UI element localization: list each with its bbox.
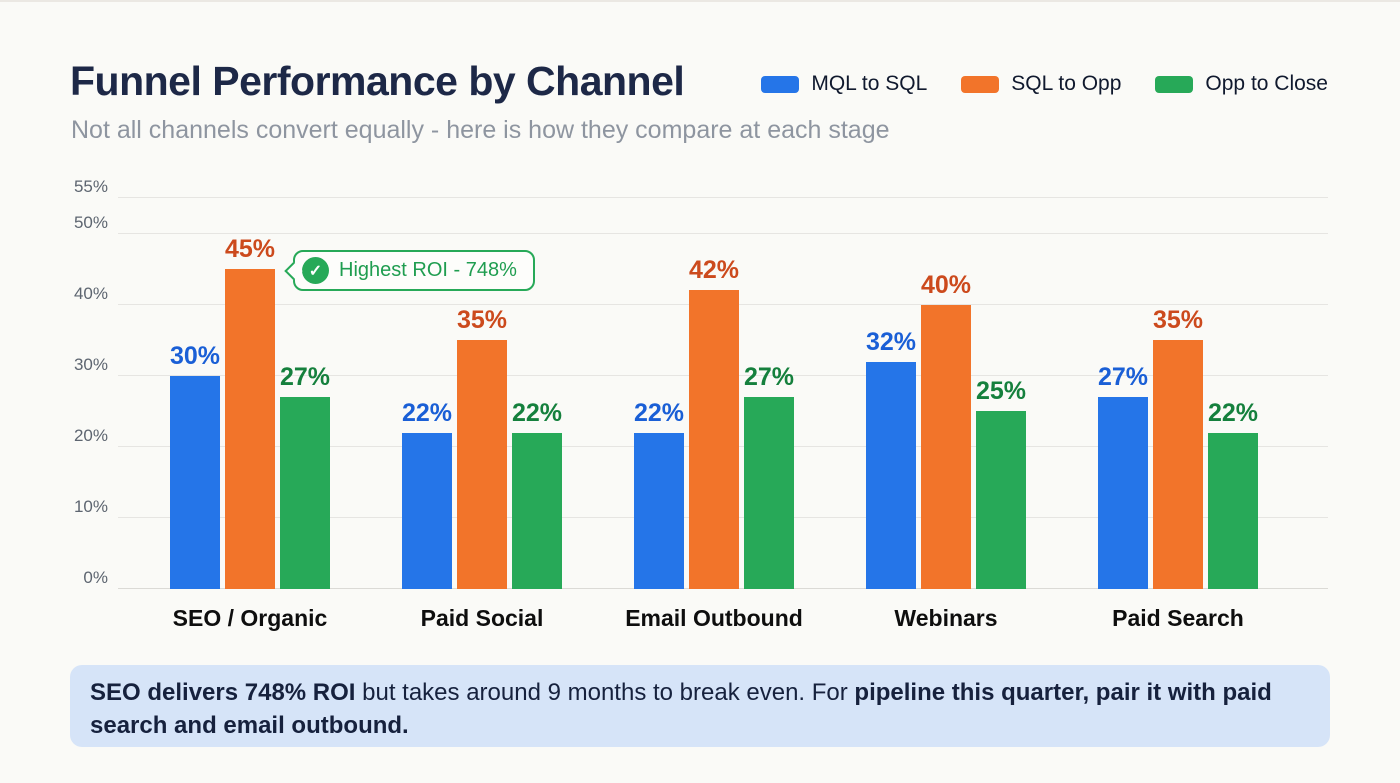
bar	[170, 375, 220, 589]
bar	[865, 361, 916, 589]
bar-wrap: 25%	[976, 198, 1026, 589]
bar-value-label: 22%	[1207, 398, 1259, 427]
y-tick-label: 40%	[73, 283, 108, 303]
bar-wrap: 22%	[402, 198, 452, 589]
legend-swatch-icon	[761, 75, 800, 93]
bar	[1097, 397, 1148, 589]
legend-item: MQL to SQL	[761, 72, 927, 96]
x-axis-category-label: Paid Search	[1112, 605, 1244, 631]
bar	[280, 397, 330, 589]
bar-wrap: 27%	[744, 198, 794, 589]
annotation-bubble: ✓ Highest ROI - 748%	[284, 250, 535, 291]
bar-wrap: 32%	[866, 198, 916, 589]
footer-note-segment: SEO delivers 748% ROI	[90, 679, 356, 706]
page-subtitle: Not all channels convert equally - here …	[71, 116, 890, 144]
legend-swatch-icon	[1155, 75, 1194, 93]
check-circle-icon: ✓	[302, 257, 329, 284]
bar-value-label: 32%	[865, 327, 917, 356]
bar	[512, 432, 562, 589]
plot-area: 30% 45% 27% SEO / Organic 22% 35% 22% Paid Soci…	[118, 197, 1328, 631]
bar-value-label: 42%	[688, 256, 740, 285]
legend-item: SQL to Opp	[961, 72, 1121, 96]
bar-group: 32% 40% 25% Webinars	[866, 198, 1026, 631]
x-axis-category-label: Webinars	[894, 605, 998, 631]
bar-group: 30% 45% 27% SEO / Organic	[170, 198, 330, 631]
legend-label: SQL to Opp	[1011, 72, 1122, 95]
bar	[457, 340, 507, 589]
bar	[402, 432, 452, 589]
bar-value-label: 22%	[633, 398, 685, 427]
y-tick-label: 55%	[73, 177, 108, 196]
y-axis-labels: 0% 10% 20% 30% 40% 50% 55%	[40, 177, 108, 589]
bar-value-label: 27%	[279, 363, 331, 392]
bar-group: 27% 35% 22% Paid Search	[1098, 198, 1258, 631]
bar-wrap: 35%	[1153, 198, 1203, 589]
bar-group: 22% 42% 27% Email Outbound	[625, 198, 803, 631]
legend-item: Opp to Close	[1155, 72, 1328, 96]
bar	[634, 432, 684, 589]
legend-label: Opp to Close	[1205, 72, 1328, 95]
bar	[1152, 340, 1203, 589]
legend: MQL to SQL SQL to Opp Opp to Close	[761, 72, 1328, 96]
bar-value-label: 22%	[511, 398, 563, 427]
bar-wrap: 42%	[689, 198, 739, 589]
y-tick-label: 10%	[73, 496, 108, 516]
bar-wrap: 27%	[280, 198, 330, 589]
legend-swatch-icon	[961, 75, 1000, 93]
bar-wrap: 22%	[1208, 198, 1258, 589]
bar	[975, 411, 1026, 589]
y-tick-label: 0%	[83, 568, 108, 587]
bar-wrap: 27%	[1098, 198, 1148, 589]
bar	[225, 269, 275, 589]
bar	[920, 304, 971, 589]
footer-note-segment: but takes around 9 months to break even.…	[355, 679, 855, 706]
gridline	[118, 232, 1328, 234]
x-axis-category-label: Email Outbound	[625, 605, 803, 631]
bar	[689, 290, 739, 589]
bar-value-label: 27%	[743, 363, 795, 392]
page-title: Funnel Performance by Channel	[70, 58, 685, 104]
bar-wrap: 35%	[457, 198, 507, 589]
bar-wrap: 30%	[170, 198, 220, 589]
x-axis-category-label: SEO / Organic	[172, 605, 328, 631]
bar-wrap: 40%	[921, 198, 971, 589]
legend-label: MQL to SQL	[811, 72, 928, 95]
gridline	[118, 197, 1328, 198]
footer-note-segment: pipeline this quarter, pair it with paid…	[90, 679, 1272, 739]
x-axis-category-label: Paid Social	[420, 605, 544, 631]
bar	[744, 397, 794, 589]
y-tick-label: 20%	[73, 425, 108, 445]
bar-value-label: 45%	[224, 235, 276, 264]
bar-group: 22% 35% 22% Paid Social	[402, 198, 562, 631]
bar-wrap: 22%	[512, 198, 562, 589]
bar	[1207, 432, 1258, 589]
bar-wrap: 22%	[634, 198, 684, 589]
bar-value-label: 40%	[920, 270, 972, 299]
bar-value-label: 22%	[401, 398, 453, 427]
bar-wrap: 45%	[225, 198, 275, 589]
y-tick-label: 50%	[73, 212, 108, 232]
footer-note: SEO delivers 748% ROI but takes around 9…	[70, 665, 1330, 747]
bar-value-label: 25%	[975, 377, 1027, 406]
bar-value-label: 27%	[1097, 363, 1149, 392]
annotation-text: Highest ROI - 748%	[339, 259, 517, 281]
bar-value-label: 35%	[1152, 306, 1204, 335]
bar-value-label: 30%	[169, 341, 221, 370]
y-tick-label: 30%	[73, 354, 108, 374]
bar-value-label: 35%	[456, 306, 508, 335]
